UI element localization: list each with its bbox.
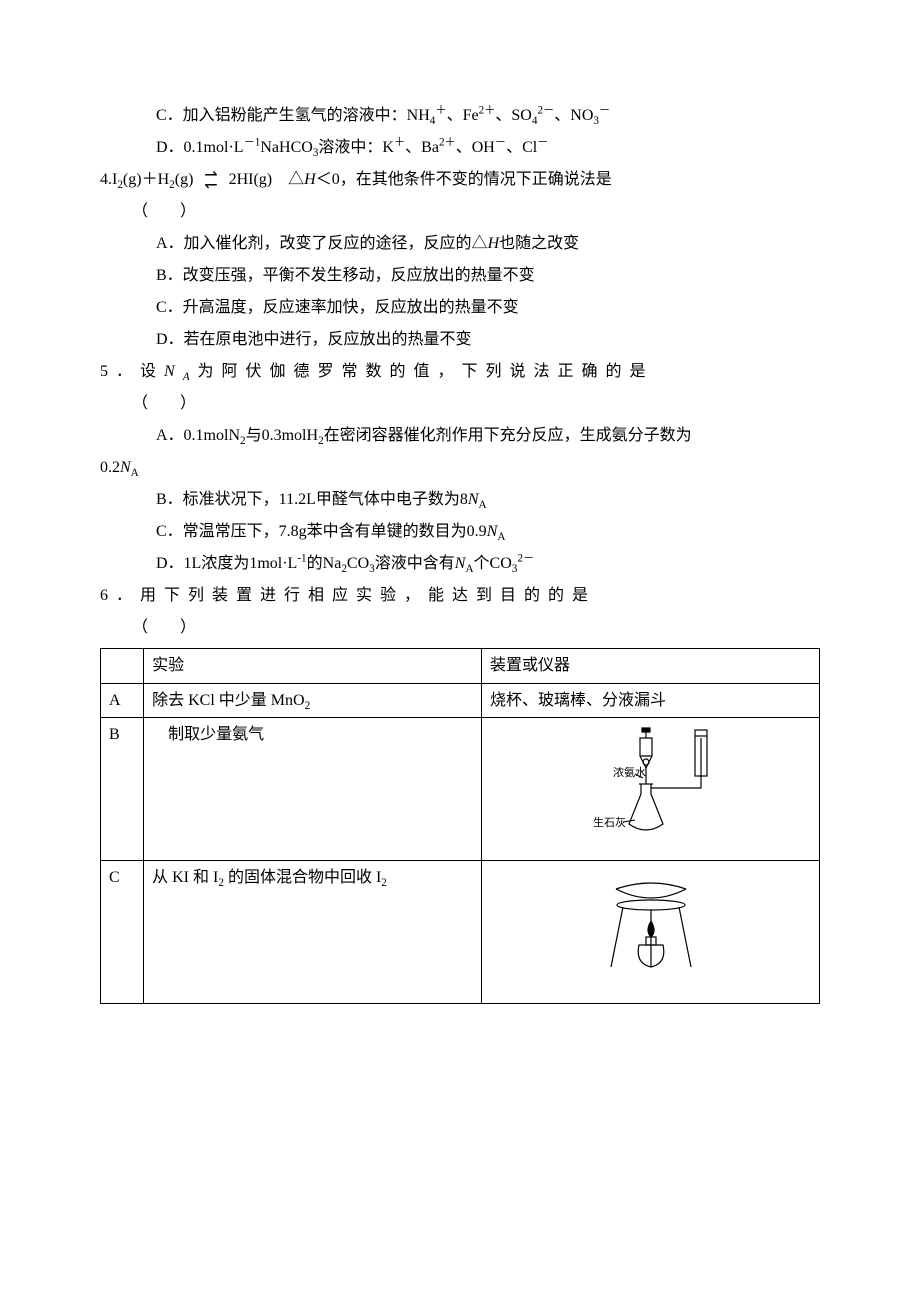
rowA-device: 烧杯、玻璃棒、分液漏斗 (482, 683, 820, 718)
header-device: 装置或仪器 (482, 649, 820, 684)
table-row-b: B 制取少量氨气 (101, 718, 820, 861)
table-header-row: 实验 装置或仪器 (101, 649, 820, 684)
q5-option-a: A．0.1molN2与0.3molH2在密闭容器催化剂作用下充分反应，生成氨分子… (100, 420, 820, 452)
q5-option-b: B．标准状况下，11.2L甲醛气体中电子数为8NA (100, 484, 820, 516)
q4-mid1: (g)＋H (123, 171, 169, 188)
q3d-text3: 溶液中：K (318, 139, 394, 156)
q3c-text2: 、Fe (447, 107, 479, 124)
ammonia-apparatus-icon: 浓氨水 生石灰 (551, 724, 751, 844)
q4-option-c: C．升高温度，反应速率加快，反应放出的热量不变 (100, 292, 820, 324)
q3d-text5: 、OH (456, 139, 495, 156)
q6-table: 实验 装置或仪器 A 除去 KCl 中少量 MnO2 烧杯、玻璃棒、分液漏斗 B… (100, 648, 820, 1004)
q5-option-c: C．常温常压下，7.8g苯中含有单键的数目为0.9NA (100, 516, 820, 548)
q5a-NA: N (120, 459, 131, 476)
q3d-text4: 、Ba (405, 139, 439, 156)
q5-num: 5．设 (100, 363, 164, 380)
q3-option-c: C．加入铝粉能产生氢气的溶液中：NH4＋、Fe2＋、SO42－、NO3－ (100, 100, 820, 132)
q5-option-d: D．1L浓度为1mol·L-1的Na2CO3溶液中含有NA个CO32－ (100, 548, 820, 580)
rowC-experiment: 从 KI 和 I2 的固体混合物中回收 I2 (144, 861, 482, 1004)
q5-txt: 为阿伏伽德罗常数的值，下列说法正确的是 (198, 363, 654, 380)
q3c-text4: 、NO (554, 107, 593, 124)
q3d-text6: 、Cl (506, 139, 537, 156)
header-blank (101, 649, 144, 684)
q4-option-d: D．若在原电池中进行，反应放出的热量不变 (100, 324, 820, 356)
header-experiment: 实验 (144, 649, 482, 684)
q3d-text1: D．0.1mol·L (156, 139, 244, 156)
q6-stem: 6．用下列装置进行相应实验，能达到目的的是 (100, 580, 820, 612)
rowC-device (482, 861, 820, 1004)
rowA-experiment: 除去 KCl 中少量 MnO2 (144, 683, 482, 718)
q5-option-a-line2: 0.2NA (100, 452, 820, 484)
equilibrium-arrows-icon: ⇀↽ (193, 164, 228, 196)
q4-H: H (304, 171, 316, 188)
table-row-a: A 除去 KCl 中少量 MnO2 烧杯、玻璃棒、分液漏斗 (101, 683, 820, 718)
rowA-label: A (101, 683, 144, 718)
q6-paren: （ ） (100, 612, 820, 644)
q6-num: 6． (100, 587, 140, 604)
q4-stem: 4.I2(g)＋H2(g)⇀↽ 2HI(g) △H＜0，在其他条件不变的情况下正… (100, 164, 820, 196)
q3d-text2: NaHCO (260, 139, 312, 156)
q3c-text1: C．加入铝粉能产生氢气的溶液中：NH (156, 107, 430, 124)
table-row-c: C 从 KI 和 I2 的固体混合物中回收 I2 (101, 861, 820, 1004)
q5-paren: （ ） (100, 388, 820, 420)
q4-post: ＜0，在其他条件不变的情况下正确说法是 (316, 171, 612, 188)
q4a-H: H (488, 235, 500, 252)
label-lime: 生石灰 (593, 815, 626, 829)
q4-option-a: A．加入催化剂，改变了反应的途径，反应的△H也随之改变 (100, 228, 820, 260)
rowC-label: C (101, 861, 144, 1004)
rowB-experiment: 制取少量氨气 (144, 718, 482, 861)
sublimation-apparatus-icon (581, 867, 721, 987)
q6-txt: 用下列装置进行相应实验，能达到目的的是 (140, 587, 596, 604)
q5-NA: NA (164, 363, 198, 380)
q3c-text3: 、SO (495, 107, 531, 124)
rowB-device: 浓氨水 生石灰 (482, 718, 820, 861)
rowB-label: B (101, 718, 144, 861)
q4-rhs: 2HI(g) △ (229, 171, 305, 188)
q5-stem: 5．设NA为阿伏伽德罗常数的值，下列说法正确的是 (100, 356, 820, 388)
q4-option-b: B．改变压强，平衡不发生移动，反应放出的热量不变 (100, 260, 820, 292)
q4-mid2: (g) (175, 171, 194, 188)
q4-pre: 4.I (100, 171, 117, 188)
